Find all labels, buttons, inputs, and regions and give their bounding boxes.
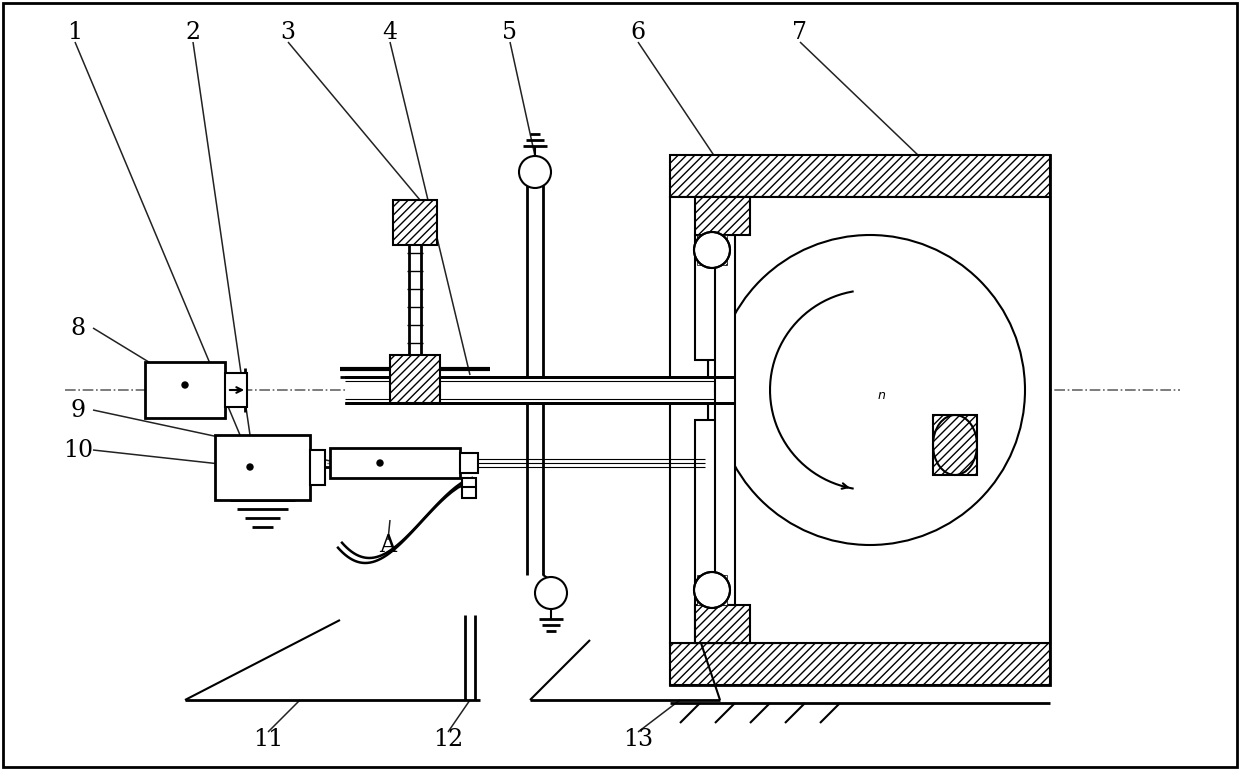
Circle shape	[377, 460, 383, 466]
Bar	[463, 478, 476, 498]
Bar	[460, 453, 477, 473]
Text: 7: 7	[792, 21, 807, 43]
Text: A: A	[379, 534, 397, 557]
Bar	[708, 197, 1050, 643]
Text: 9: 9	[71, 399, 86, 421]
Bar	[694, 605, 750, 643]
Circle shape	[534, 577, 567, 609]
Bar	[345, 377, 735, 403]
Text: 3: 3	[280, 21, 295, 43]
Text: 10: 10	[63, 438, 93, 461]
Text: 1: 1	[67, 21, 83, 43]
Bar	[715, 235, 735, 605]
Circle shape	[247, 464, 253, 470]
Text: 12: 12	[433, 728, 463, 752]
Bar	[330, 448, 460, 478]
Text: 6: 6	[630, 21, 646, 43]
Bar	[694, 420, 720, 643]
Text: 4: 4	[382, 21, 398, 43]
Bar	[670, 643, 1050, 685]
Bar	[670, 197, 708, 643]
Text: 13: 13	[622, 728, 653, 752]
Bar	[310, 450, 325, 485]
Text: 5: 5	[502, 21, 517, 43]
Circle shape	[182, 382, 188, 388]
Polygon shape	[932, 415, 977, 475]
Text: n: n	[878, 389, 885, 401]
Bar	[391, 355, 440, 403]
Circle shape	[694, 232, 730, 268]
Bar	[694, 197, 750, 235]
Circle shape	[520, 156, 551, 188]
Text: 8: 8	[71, 316, 86, 340]
Text: 2: 2	[186, 21, 201, 43]
Bar	[224, 373, 247, 407]
Bar	[670, 155, 1050, 685]
Circle shape	[694, 572, 730, 608]
Bar	[145, 362, 224, 418]
Polygon shape	[697, 235, 727, 265]
Text: 11: 11	[253, 728, 283, 752]
Bar	[393, 200, 436, 245]
Bar	[215, 435, 310, 500]
Bar	[694, 235, 720, 360]
Bar	[670, 155, 1050, 197]
Polygon shape	[697, 575, 727, 605]
Circle shape	[715, 235, 1025, 545]
